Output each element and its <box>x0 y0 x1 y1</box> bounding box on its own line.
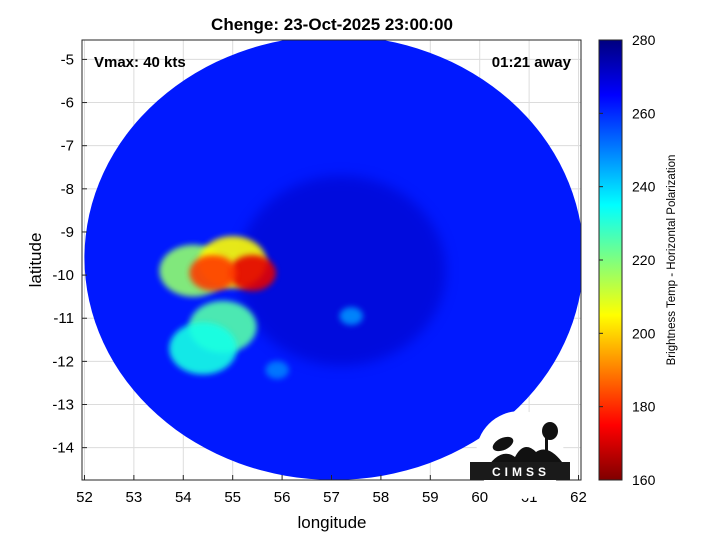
y-tick-label: -5 <box>61 51 74 68</box>
colorbar-ticks: 280 260 240 220 200 180 160 <box>599 32 656 488</box>
colorbar-tick-label: 180 <box>632 399 656 415</box>
y-tick-label: -7 <box>61 138 74 155</box>
feature-isolated-cell <box>339 307 363 326</box>
x-tick-label: 52 <box>76 489 93 506</box>
y-tick-label: -11 <box>53 310 74 327</box>
colorbar-tick-label: 240 <box>632 179 656 195</box>
colorbar-tick-label: 160 <box>632 472 656 488</box>
chart-title: Chenge: 23-Oct-2025 23:00:00 <box>211 15 453 34</box>
water-tower-icon <box>545 438 548 462</box>
x-tick-label: 59 <box>422 489 439 506</box>
colorbar-tick-label: 260 <box>632 105 656 121</box>
feature-inner-core <box>236 175 446 366</box>
feature-coldest-core <box>229 254 276 291</box>
feature-isolated-cell <box>265 361 289 379</box>
x-tick-label: 58 <box>373 489 390 506</box>
x-tick-label: 54 <box>175 489 192 506</box>
x-tick-label: 56 <box>274 489 291 506</box>
colorbar-tick-label: 280 <box>632 32 656 48</box>
x-tick-label: 55 <box>224 489 241 506</box>
feature-coldest-core <box>189 254 237 291</box>
convection-features <box>159 175 446 379</box>
time-away-annotation: 01:21 away <box>492 54 572 71</box>
x-tick-label: 53 <box>126 489 143 506</box>
y-axis: -5 -6 -7 -8 -9 -10 -11 -12 -13 -14 <box>52 51 87 457</box>
cimss-logo: CIMSS <box>470 411 570 499</box>
y-axis-label: latitude <box>26 233 45 288</box>
y-tick-label: -10 <box>52 267 74 284</box>
feature-trailing-convection <box>169 322 237 375</box>
x-tick-label: 60 <box>471 489 488 506</box>
x-axis-label: longitude <box>297 513 366 532</box>
logo-text: CIMSS <box>492 465 550 479</box>
x-axis: 5253545556575859606162 <box>76 475 587 506</box>
vmax-annotation: Vmax: 40 kts <box>94 54 186 71</box>
y-tick-label: -6 <box>61 95 74 112</box>
colorbar-label: Brightness Temp - Horizontal Polarizatio… <box>666 155 678 366</box>
y-tick-label: -12 <box>52 353 74 370</box>
x-tick-label: 57 <box>323 489 340 506</box>
x-tick-label: 62 <box>570 489 587 506</box>
y-tick-label: -9 <box>61 224 74 241</box>
y-tick-label: -13 <box>52 397 74 414</box>
y-tick-label: -14 <box>52 440 74 457</box>
colorbar-tick-label: 220 <box>632 252 656 268</box>
colorbar-tick-label: 200 <box>632 325 656 341</box>
y-tick-label: -8 <box>61 181 74 198</box>
